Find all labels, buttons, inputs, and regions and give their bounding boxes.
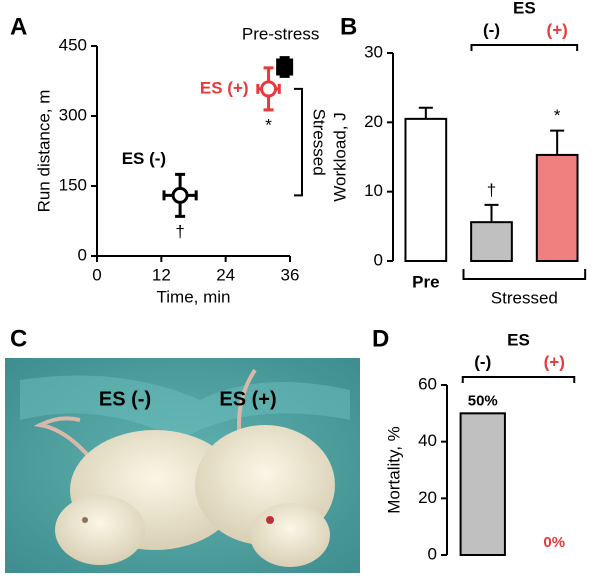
bracket: [294, 87, 303, 197]
category-label: (+): [544, 352, 565, 371]
x-axis-label: Time, min: [157, 287, 231, 306]
y-axis-label: Mortality, %: [384, 426, 403, 514]
panel-letter: D: [372, 325, 389, 352]
y-axis-label: Run distance, m: [34, 90, 53, 213]
bottom-group-label: Stressed: [491, 288, 558, 307]
y-tick-label: 10: [364, 181, 383, 200]
eye: [266, 516, 274, 524]
value-label: 0%: [543, 534, 565, 551]
bar: [470, 221, 513, 263]
group-label: ES: [513, 0, 536, 17]
significance-mark: †: [175, 222, 184, 241]
error-bar: [484, 203, 499, 223]
y-tick-label: 30: [364, 42, 383, 61]
x-tick-label: 36: [281, 265, 300, 284]
eye: [82, 517, 88, 523]
x-tick-label: 24: [216, 265, 235, 284]
marker: [260, 80, 278, 98]
category-label: (-): [474, 352, 491, 371]
x-tick-label: 12: [152, 265, 171, 284]
group-bracket: [470, 44, 579, 51]
tail: [33, 416, 102, 472]
rat-head: [250, 503, 330, 567]
error-bar: [550, 129, 565, 155]
category-label: (+): [547, 20, 568, 39]
value-label: 50%: [468, 392, 498, 409]
bar: [404, 117, 448, 262]
panel-letter: B: [340, 13, 357, 40]
bar: [535, 153, 579, 262]
fabric-fold: [20, 375, 350, 440]
group-bracket: [461, 376, 576, 383]
panel-letter: C: [10, 325, 27, 352]
y-tick-label: 300: [59, 105, 87, 124]
group-label: ES: [507, 330, 530, 349]
photo: ES (-) ES (+): [5, 358, 360, 573]
y-axis-label: Workload, J: [330, 112, 349, 201]
y-tick-label: 0: [78, 245, 87, 264]
y-tick-label: 20: [364, 112, 383, 131]
panel-letter: A: [10, 13, 27, 40]
y-tick-label: 0: [428, 544, 437, 563]
category-label: Pre: [412, 272, 439, 291]
y-tick-label: 20: [418, 488, 437, 507]
marker: [171, 186, 189, 204]
bar: [459, 412, 506, 557]
photo-label: ES (+): [219, 388, 276, 410]
marker: [276, 58, 294, 76]
x-tick-label: 0: [92, 265, 101, 284]
significance-mark: *: [265, 115, 272, 134]
point-label: ES (+): [200, 78, 249, 97]
y-tick-label: 0: [374, 250, 383, 269]
bottom-bracket: [462, 269, 587, 280]
y-tick-label: 40: [418, 431, 437, 450]
photo-label: ES (-): [99, 388, 151, 410]
significance-mark: *: [554, 106, 561, 125]
y-tick-label: 60: [418, 374, 437, 393]
rat-head: [55, 495, 145, 565]
bracket-label: Stressed: [310, 109, 329, 176]
category-label: (-): [483, 20, 500, 39]
y-tick-label: 150: [59, 175, 87, 194]
point-label: Pre-stress: [242, 24, 319, 43]
point-label: ES (-): [122, 149, 166, 168]
y-tick-label: 450: [59, 35, 87, 54]
error-bar: [418, 106, 433, 119]
significance-mark: †: [487, 180, 496, 199]
